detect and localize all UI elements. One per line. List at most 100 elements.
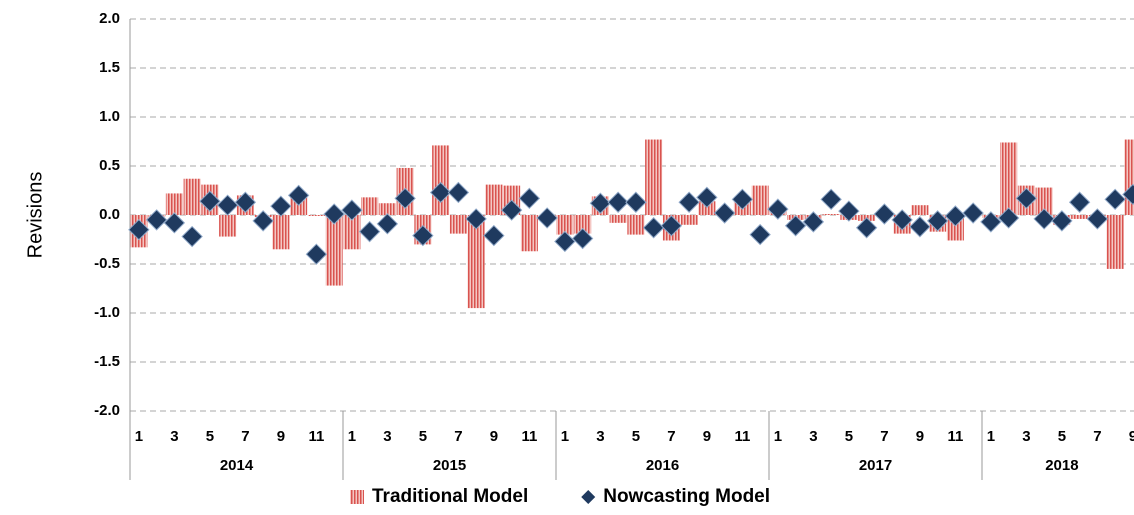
x-tick-label: 1 (348, 428, 356, 445)
diamond (678, 191, 700, 213)
bar (272, 215, 290, 250)
diamond (1122, 183, 1134, 206)
y-tick-label: 0.5 (99, 157, 120, 174)
legend-label: Nowcasting Model (603, 486, 770, 507)
diamond (838, 200, 860, 222)
bar (485, 184, 503, 215)
bar (307, 215, 325, 216)
diamond (873, 203, 896, 225)
diamond (341, 199, 363, 221)
bar (1106, 215, 1124, 269)
group-label: 2015 (433, 457, 466, 474)
diamond (784, 215, 807, 237)
diamond (128, 218, 150, 241)
legend-label: Traditional Model (372, 486, 528, 507)
bar (219, 215, 237, 237)
group-label: 2017 (859, 457, 892, 474)
group-label: 2016 (646, 457, 679, 474)
bar (432, 145, 450, 215)
bar (325, 215, 343, 286)
diamond (305, 243, 328, 265)
legend-swatch (350, 490, 364, 504)
diamond (660, 215, 683, 237)
bar (645, 139, 663, 215)
x-tick-label: 1 (561, 428, 569, 445)
diamond (536, 207, 558, 229)
bar (627, 215, 645, 235)
diamond (713, 202, 736, 224)
diamond (1104, 188, 1126, 211)
y-tick-label: -0.5 (94, 255, 120, 272)
x-tick-label: 1 (135, 428, 143, 445)
bar (680, 215, 698, 225)
diamond (518, 187, 541, 210)
x-tick-label: 11 (947, 428, 963, 445)
diamond (909, 216, 931, 238)
diamond (447, 181, 470, 204)
diamond (287, 184, 310, 207)
x-tick-label: 11 (734, 428, 750, 445)
diamond (234, 191, 257, 213)
diamond (199, 190, 221, 212)
diamond (589, 192, 612, 214)
x-tick-label: 7 (667, 428, 675, 445)
diamond (1086, 208, 1109, 230)
bar (1000, 142, 1018, 215)
bar (574, 215, 592, 234)
diamond (607, 191, 629, 213)
x-tick-label: 7 (1093, 428, 1101, 445)
y-tick-label: -1.5 (94, 353, 120, 370)
bar (165, 193, 183, 215)
y-tick-label: -1.0 (94, 304, 120, 321)
x-tick-label: 7 (241, 428, 249, 445)
y-tick-label: 1.5 (99, 59, 120, 76)
diamond (642, 217, 665, 239)
y-tick-label: 1.0 (99, 108, 120, 125)
diamond (625, 191, 647, 213)
diamond (962, 202, 984, 224)
diamond (571, 227, 594, 250)
x-tick-label: 5 (1058, 428, 1066, 445)
x-tick-label: 3 (596, 428, 604, 445)
x-tick-label: 3 (383, 428, 391, 445)
bar (1071, 215, 1089, 219)
diamond (1033, 208, 1055, 230)
bar (1035, 187, 1053, 215)
x-tick-label: 11 (308, 428, 324, 445)
x-tick-label: 1 (987, 428, 995, 445)
diamond (181, 225, 203, 248)
diamond (855, 217, 878, 239)
x-tick-label: 7 (454, 428, 462, 445)
diamond (465, 208, 487, 230)
y-tick-label: 0.0 (99, 206, 120, 223)
diamond (252, 210, 274, 232)
diamond (767, 198, 789, 220)
diamond (891, 209, 913, 231)
bar (1124, 139, 1134, 215)
bar (556, 215, 574, 235)
x-tick-label: 3 (1022, 428, 1030, 445)
x-tick-label: 9 (916, 428, 924, 445)
diamond (980, 211, 1002, 233)
group-label: 2018 (1045, 457, 1078, 474)
bar (609, 215, 627, 223)
diamond (749, 223, 771, 246)
diamond (270, 195, 292, 217)
diamond (696, 186, 718, 209)
bar (751, 185, 769, 215)
x-tick-label: 9 (1129, 428, 1134, 445)
bar (378, 203, 396, 215)
x-tick-label: 3 (809, 428, 817, 445)
x-tick-label: 7 (880, 428, 888, 445)
diamond (926, 210, 949, 232)
diamond (820, 188, 842, 211)
diamond (163, 212, 186, 234)
y-axis-label: Revisions (24, 172, 46, 259)
diamond (500, 199, 523, 221)
group-label: 2014 (220, 457, 254, 474)
diamond (554, 230, 576, 253)
x-tick-label: 5 (419, 428, 427, 445)
bar (698, 201, 716, 215)
x-tick-label: 11 (521, 428, 537, 445)
